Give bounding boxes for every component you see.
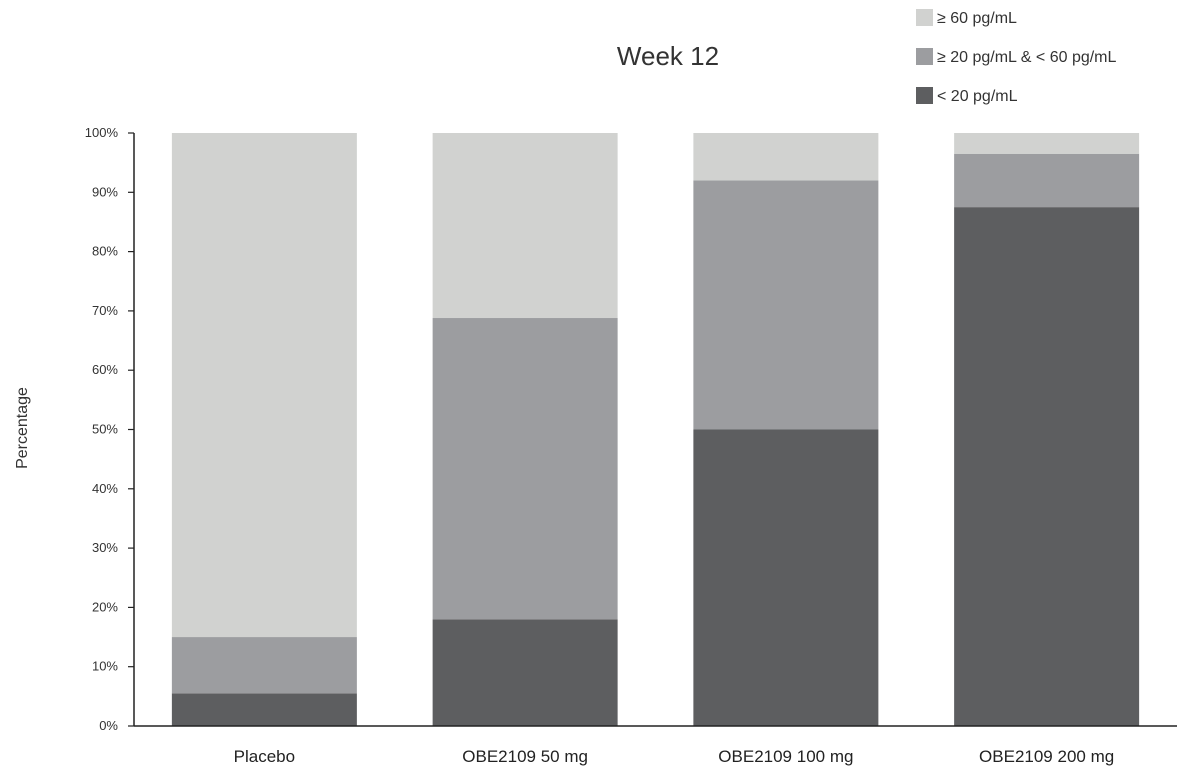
bar-placebo-series-1 bbox=[171, 637, 357, 694]
legend-swatch-2 bbox=[916, 87, 933, 104]
chart-title: Week 12 bbox=[617, 41, 719, 71]
y-tick-label-1: 10% bbox=[92, 659, 118, 674]
y-axis-title: Percentage bbox=[14, 387, 31, 469]
x-tick-label-1: OBE2109 50 mg bbox=[462, 747, 588, 766]
y-tick-label-4: 40% bbox=[92, 481, 118, 496]
legend: ≥ 60 pg/mL ≥ 20 pg/mL & < 60 pg/mL < 20 pg… bbox=[916, 9, 1117, 105]
y-tick-label-9: 90% bbox=[92, 184, 118, 199]
legend-label-0: ≥ 60 pg/mL bbox=[937, 10, 1017, 27]
bar-obe2109-200-mg-series-1 bbox=[954, 153, 1140, 208]
bar-placebo-series-2 bbox=[171, 133, 357, 638]
y-tick-label-6: 60% bbox=[92, 362, 118, 377]
legend-swatch-1 bbox=[916, 48, 933, 65]
y-tick-label-8: 80% bbox=[92, 244, 118, 259]
bar-obe2109-50-mg-series-1 bbox=[432, 318, 618, 620]
x-tick-label-0: Placebo bbox=[234, 747, 295, 766]
y-tick-label-5: 50% bbox=[92, 422, 118, 437]
legend-label-1: ≥ 20 pg/mL & < 60 pg/mL bbox=[937, 49, 1117, 66]
y-tick-label-3: 30% bbox=[92, 540, 118, 555]
legend-label-2: < 20 pg/mL bbox=[937, 88, 1018, 105]
bar-obe2109-200-mg-series-2 bbox=[954, 133, 1140, 154]
y-tick-label-0: 0% bbox=[99, 718, 118, 733]
bar-obe2109-50-mg-series-2 bbox=[432, 133, 618, 319]
bar-obe2109-200-mg-series-0 bbox=[954, 207, 1140, 726]
y-tick-label-7: 70% bbox=[92, 303, 118, 318]
bar-obe2109-50-mg-series-0 bbox=[432, 619, 618, 726]
bar-obe2109-100-mg-series-0 bbox=[693, 429, 879, 726]
y-axis: 0% 10% 20% 30% 40% 50% 60% 70% 80% 90% 100% bbox=[85, 125, 134, 733]
y-tick-label-10: 100% bbox=[85, 125, 119, 140]
x-axis: Placebo OBE2109 50 mg OBE2109 100 mg OBE210… bbox=[234, 747, 1115, 766]
y-tick-label-2: 20% bbox=[92, 599, 118, 614]
bar-obe2109-100-mg-series-2 bbox=[693, 133, 879, 181]
bars bbox=[171, 133, 1140, 726]
x-tick-label-3: OBE2109 200 mg bbox=[979, 747, 1114, 766]
bar-obe2109-100-mg-series-1 bbox=[693, 180, 879, 430]
legend-swatch-0 bbox=[916, 9, 933, 26]
bar-placebo-series-0 bbox=[171, 693, 357, 726]
x-tick-label-2: OBE2109 100 mg bbox=[718, 747, 853, 766]
